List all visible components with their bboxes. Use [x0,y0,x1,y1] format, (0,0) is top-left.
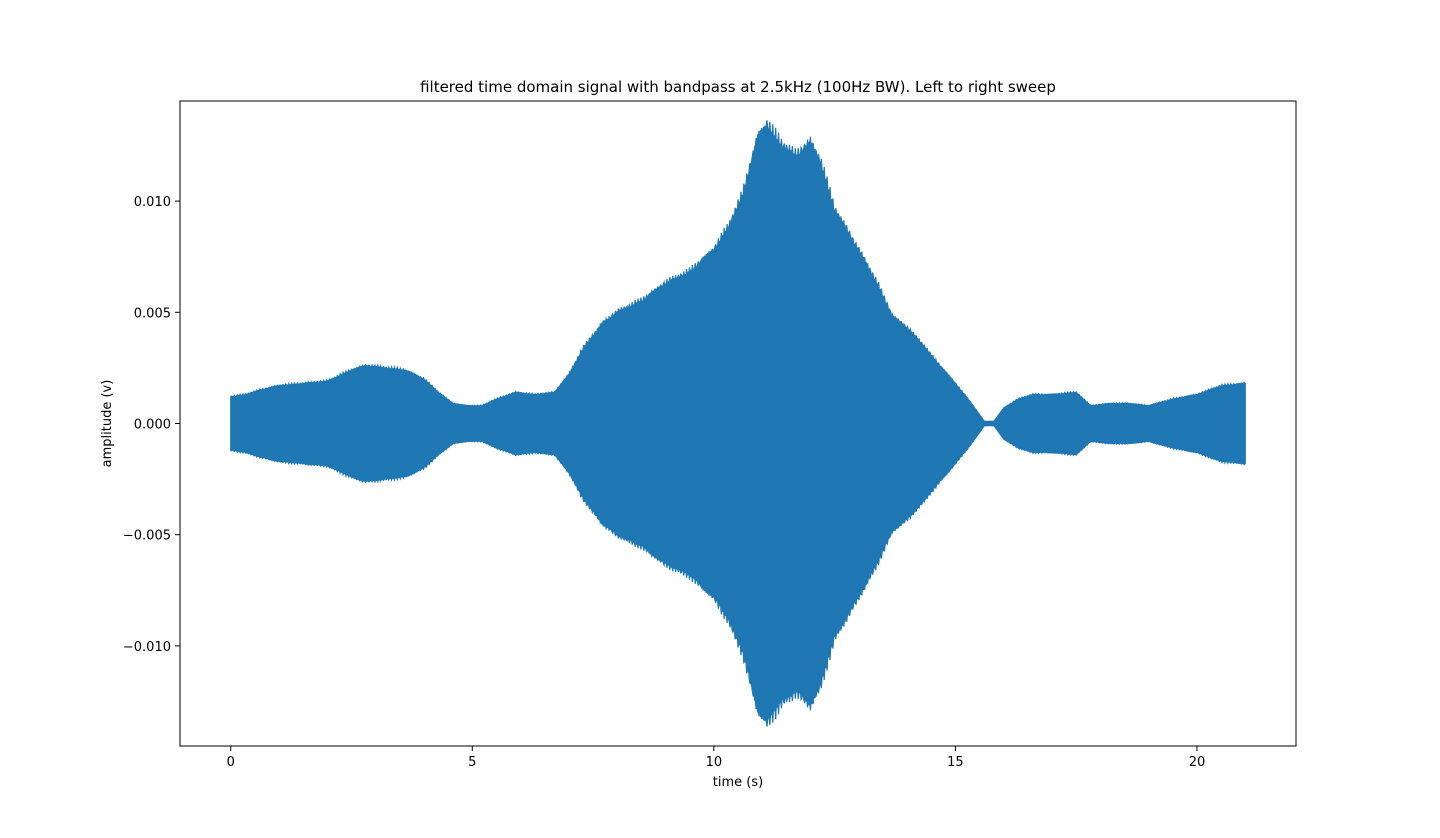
x-tick-label: 5 [468,755,476,770]
plot-area [230,120,1246,727]
signal-area [230,120,1246,727]
y-tick-label: −0.010 [123,640,171,655]
x-axis-label: time (s) [713,775,763,790]
chart-title: filtered time domain signal with bandpas… [420,78,1056,96]
y-tick-label: 0.005 [134,306,171,321]
y-axis-label: amplitude (v) [100,380,115,468]
y-tick-label: 0.010 [134,195,171,210]
x-tick-label: 15 [947,755,964,770]
x-tick-label: 0 [227,755,235,770]
x-tick-label: 10 [706,755,723,770]
y-tick-label: −0.005 [123,529,171,544]
y-axis: −0.010 −0.005 0.000 0.005 0.010 [123,195,180,655]
x-axis: 0 5 10 15 20 [227,746,1206,770]
y-tick-label: 0.000 [134,418,171,433]
x-tick-label: 20 [1189,755,1206,770]
